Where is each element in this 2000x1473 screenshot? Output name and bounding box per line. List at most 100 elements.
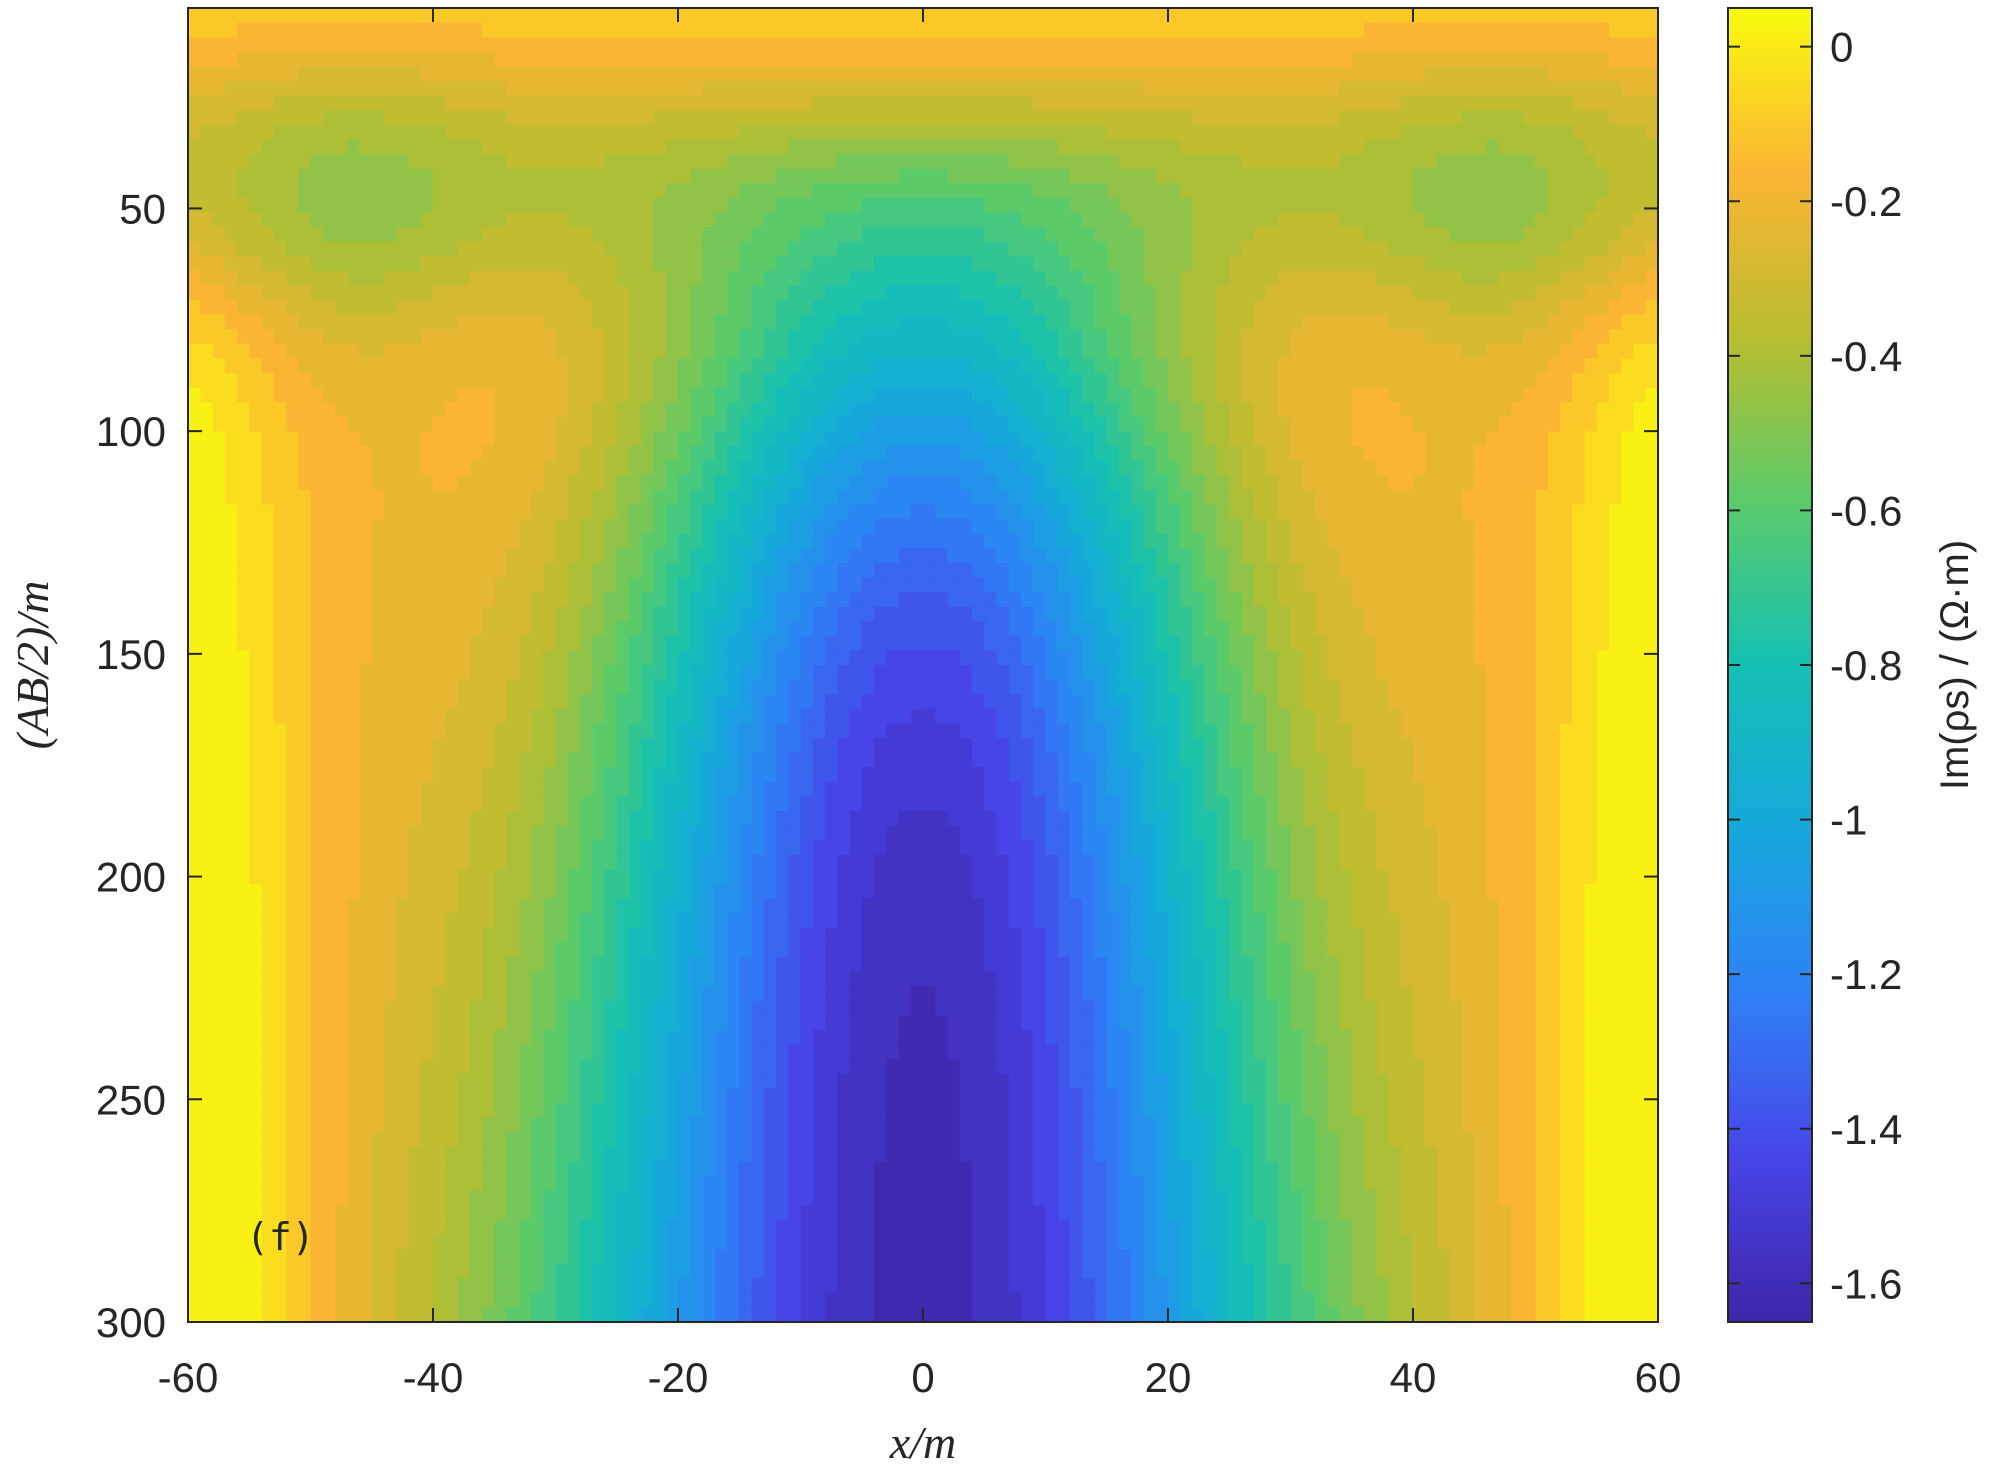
contour-cell (580, 416, 593, 432)
contour-cell (776, 329, 789, 345)
contour-cell (812, 402, 826, 418)
contour-cell (482, 51, 495, 67)
contour-cell (1376, 519, 1390, 535)
contour-cell (1155, 256, 1169, 272)
contour-cell (739, 139, 753, 155)
contour-cell (947, 37, 961, 53)
contour-cell (1547, 460, 1561, 476)
contour-cell (580, 300, 593, 316)
contour-cell (1437, 519, 1451, 535)
contour-cell (1364, 227, 1377, 243)
contour-cell (959, 504, 973, 520)
contour-cell (1033, 81, 1047, 97)
contour-cell (1339, 212, 1353, 228)
contour-cell (506, 533, 520, 549)
contour-cell (1547, 519, 1561, 535)
contour-cell (445, 168, 459, 184)
contour-cell (567, 51, 581, 67)
contour-cell (690, 66, 704, 82)
contour-cell (420, 314, 434, 330)
contour-cell (1425, 431, 1439, 447)
contour-cell (188, 183, 201, 199)
contour-cell (347, 227, 361, 243)
contour-cell (322, 227, 336, 243)
contour-cell (518, 183, 532, 199)
contour-cell (237, 51, 250, 67)
contour-cell (1302, 168, 1316, 184)
contour-cell (1241, 197, 1255, 213)
contour-cell (1302, 51, 1316, 67)
contour-cell (482, 577, 495, 593)
contour-cell (1082, 314, 1096, 330)
contour-cell (188, 548, 201, 564)
contour-cell (1486, 183, 1500, 199)
contour-cell (935, 519, 949, 535)
contour-cell (1168, 402, 1181, 418)
contour-cell (1364, 314, 1377, 330)
contour-cell (959, 489, 973, 505)
contour-cell (1302, 504, 1316, 520)
contour-cell (1584, 154, 1598, 170)
contour-cell (1021, 416, 1034, 432)
contour-cell (1021, 358, 1034, 374)
contour-cell (788, 504, 802, 520)
contour-cell (1376, 562, 1390, 578)
contour-cell (714, 562, 728, 578)
contour-cell (1572, 227, 1586, 243)
contour-cell (1155, 300, 1169, 316)
contour-cell (714, 183, 728, 199)
contour-cell (1523, 37, 1537, 53)
contour-cell (1253, 124, 1267, 140)
contour-cell (702, 212, 716, 228)
contour-cell (1094, 110, 1108, 126)
contour-cell (1278, 562, 1292, 578)
contour-cell (739, 212, 753, 228)
contour-cell (1180, 197, 1194, 213)
contour-cell (1645, 95, 1658, 111)
contour-cell (947, 285, 961, 301)
contour-cell (273, 51, 287, 67)
contour-cell (947, 81, 961, 97)
contour-cell (261, 285, 275, 301)
contour-cell (1253, 504, 1267, 520)
contour-cell (1094, 562, 1108, 578)
contour-cell (1315, 37, 1328, 53)
contour-cell (1290, 197, 1304, 213)
contour-cell (702, 183, 716, 199)
contour-cell (678, 562, 691, 578)
contour-cell (494, 416, 508, 432)
contour-cell (1119, 66, 1132, 82)
contour-cell (592, 256, 606, 272)
contour-cell (249, 489, 263, 505)
contour-cell (923, 241, 936, 257)
contour-cell (1449, 241, 1463, 257)
contour-cell (1045, 562, 1059, 578)
contour-cell (200, 110, 214, 126)
contour-cell (298, 343, 312, 359)
contour-cell (322, 285, 336, 301)
contour-cell (1106, 241, 1120, 257)
contour-cell (1106, 285, 1120, 301)
contour-cell (727, 227, 740, 243)
contour-cell (469, 373, 483, 389)
contour-cell (506, 154, 520, 170)
contour-cell (1082, 416, 1096, 432)
contour-cell (506, 460, 520, 476)
contour-cell (1339, 168, 1353, 184)
contour-cell (1364, 285, 1377, 301)
contour-cell (1278, 168, 1292, 184)
contour-cell (506, 314, 520, 330)
contour-cell (1278, 285, 1292, 301)
contour-cell (592, 562, 606, 578)
contour-cell (347, 168, 361, 184)
contour-cell (837, 241, 851, 257)
contour-cell (690, 402, 704, 418)
contour-cell (1523, 227, 1537, 243)
contour-cell (1180, 66, 1194, 82)
contour-cell (788, 154, 802, 170)
contour-cell (825, 592, 838, 608)
contour-cell (1425, 154, 1439, 170)
contour-cell (1621, 416, 1635, 432)
contour-cell (433, 183, 446, 199)
contour-cell (812, 387, 826, 403)
